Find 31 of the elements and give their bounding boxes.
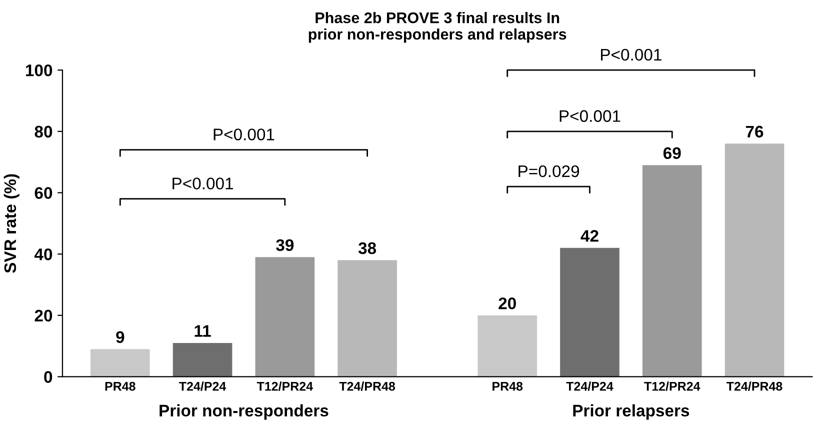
chart-title: Phase 2b PROVE 3 final results In prior non-responders and relapsers bbox=[308, 12, 566, 43]
data-label: 38 bbox=[358, 242, 376, 254]
y-tick-label: 0 bbox=[44, 371, 52, 383]
x-tick-label: T24/P24 bbox=[566, 382, 614, 391]
x-tick-label: T12/PR24 bbox=[644, 382, 700, 391]
data-label: 11 bbox=[194, 325, 211, 337]
data-label: 20 bbox=[498, 297, 516, 310]
annotation: P<0.001 bbox=[172, 178, 233, 190]
x-tick-label: PR48 bbox=[492, 382, 523, 391]
text: Prior non-responders bbox=[160, 404, 328, 420]
text: Prior relapsers bbox=[573, 404, 690, 420]
y-tick-label: 40 bbox=[34, 248, 52, 260]
data-label: 42 bbox=[580, 230, 598, 242]
x-tick-label: T12/PR24 bbox=[256, 382, 313, 391]
data-label: 69 bbox=[663, 147, 681, 160]
x-tick-label: PR48 bbox=[105, 382, 136, 391]
x-tick-label: T24/PR48 bbox=[339, 382, 396, 391]
y-tick-label: 20 bbox=[34, 310, 52, 322]
y-tick-label: 100 bbox=[26, 64, 52, 76]
text: P<0.001 bbox=[601, 48, 662, 61]
x-tick-label: T24/PR48 bbox=[726, 382, 782, 391]
annotation: P=0.029 bbox=[518, 165, 580, 178]
annotation: P<0.001 bbox=[214, 128, 274, 140]
y-tick-label: 80 bbox=[34, 126, 52, 138]
data-label: 39 bbox=[276, 239, 294, 252]
y-axis-title: SVR rate (%) bbox=[4, 174, 20, 273]
x-tick-label: T24/P24 bbox=[179, 382, 226, 391]
y-tick-label: 60 bbox=[34, 187, 52, 199]
annotation: P<0.001 bbox=[560, 110, 620, 122]
data-label: 76 bbox=[746, 126, 764, 138]
data-label: 9 bbox=[116, 331, 124, 344]
